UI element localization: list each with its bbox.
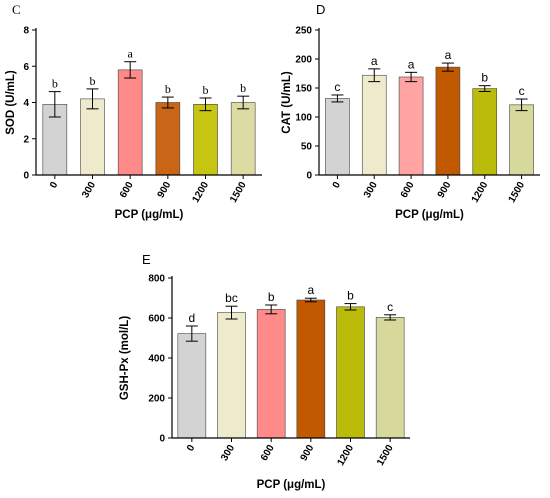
- bar: [509, 104, 534, 176]
- y-tick-label: 150: [295, 84, 312, 95]
- x-tick-label: 900: [156, 180, 174, 200]
- bar: [472, 88, 498, 176]
- chart-panel-d: Dc a a a b c 0 50 100 150 200 250 0 300 600 900 1200 1500…: [281, 2, 540, 221]
- y-tick-label: 250: [295, 26, 312, 37]
- bar: [336, 306, 365, 439]
- significance-label: b: [203, 83, 209, 97]
- bar: [375, 317, 405, 439]
- y-tick-label: 800: [148, 274, 165, 285]
- significance-label: b: [52, 77, 58, 91]
- bar: [398, 76, 424, 176]
- significance-label: c: [334, 80, 340, 94]
- y-tick-label: 0: [306, 171, 312, 182]
- significance-label: a: [371, 54, 378, 68]
- y-tick-label: 200: [295, 55, 312, 66]
- y-tick-label: 50: [301, 142, 313, 153]
- x-tick-label: 300: [80, 180, 98, 200]
- x-tick-label: 900: [299, 443, 317, 463]
- y-tick-label: 2: [23, 134, 29, 145]
- panel-letter: D: [316, 2, 325, 17]
- significance-label: a: [307, 283, 314, 297]
- y-tick-label: 0: [23, 171, 29, 182]
- x-tick-label: 1200: [190, 180, 211, 205]
- bar: [177, 333, 207, 439]
- y-tick-label: 8: [23, 26, 29, 37]
- y-tick-label: 6: [23, 62, 29, 73]
- x-tick-label: 300: [219, 443, 237, 463]
- significance-label: b: [240, 81, 246, 95]
- bar: [230, 102, 256, 176]
- bar: [80, 98, 105, 176]
- significance-label: a: [128, 47, 134, 61]
- y-tick-label: 600: [148, 314, 165, 325]
- x-tick-label: 600: [118, 180, 136, 200]
- y-axis-title: GSH-Px (mol/L): [119, 316, 131, 401]
- x-tick-label: 600: [399, 180, 417, 200]
- x-tick-label: 1500: [507, 180, 528, 205]
- bar: [325, 98, 350, 176]
- significance-label: b: [165, 82, 171, 96]
- bar: [217, 312, 246, 439]
- x-axis-title: PCP (μg/mL): [115, 209, 184, 221]
- y-tick-label: 4: [23, 98, 29, 109]
- x-tick-label: 1500: [228, 180, 249, 205]
- x-tick-label: 1200: [470, 180, 491, 205]
- bar: [256, 309, 286, 439]
- y-axis-title: CAT (U/mL): [281, 71, 293, 134]
- x-axis-title: PCP (μg/mL): [395, 209, 464, 221]
- significance-label: a: [408, 57, 415, 71]
- significance-label: b: [90, 74, 96, 88]
- significance-label: d: [188, 311, 195, 325]
- x-tick-label: 0: [48, 180, 61, 191]
- x-tick-label: 1200: [335, 443, 356, 468]
- bar: [155, 102, 181, 176]
- significance-label: b: [347, 289, 354, 303]
- significance-label: b: [268, 290, 275, 304]
- x-axis-title: PCP (μg/mL): [257, 479, 326, 491]
- significance-label: b: [481, 71, 488, 85]
- x-tick-label: 0: [185, 443, 198, 454]
- bar: [296, 299, 326, 439]
- panel-letter: C: [12, 2, 21, 17]
- y-tick-label: 0: [159, 434, 165, 445]
- significance-label: c: [387, 300, 393, 314]
- x-tick-label: 600: [259, 443, 277, 463]
- significance-label: a: [445, 48, 452, 62]
- y-tick-label: 200: [148, 394, 165, 405]
- panel-letter: E: [142, 252, 151, 267]
- significance-label: bc: [225, 291, 238, 305]
- x-tick-label: 900: [436, 180, 454, 200]
- bar: [435, 66, 461, 176]
- bar: [117, 69, 143, 176]
- x-tick-label: 1500: [375, 443, 396, 468]
- significance-label: c: [519, 84, 525, 98]
- y-tick-label: 100: [295, 113, 312, 124]
- x-tick-label: 0: [331, 180, 344, 191]
- y-tick-label: 400: [148, 354, 165, 365]
- bar: [193, 104, 218, 176]
- chart-panel-c: Cb b a b b b 0 2 4 6 8 0 300 600 900 1200 1500 SOD (U/mL)…: [5, 2, 262, 221]
- bar: [361, 74, 387, 176]
- x-tick-label: 300: [362, 180, 380, 200]
- y-axis-title: SOD (U/mL): [5, 70, 17, 135]
